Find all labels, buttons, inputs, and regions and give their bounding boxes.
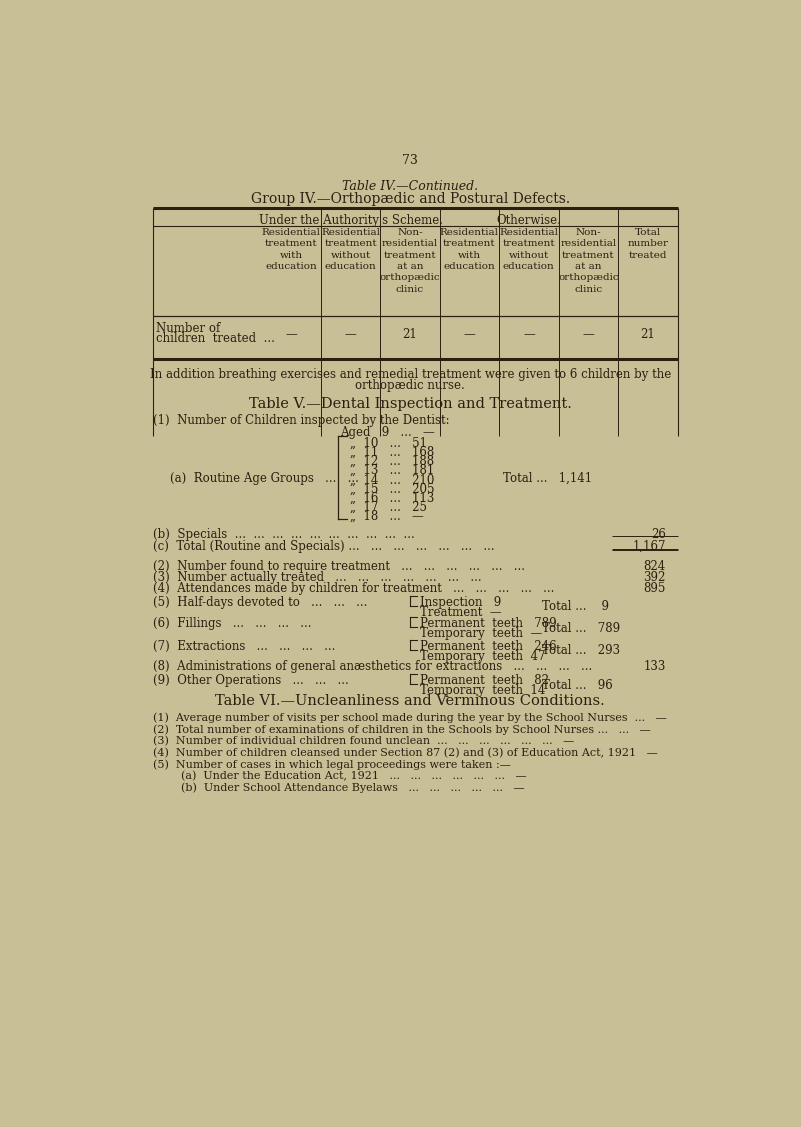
Text: Table IV.—Continued.: Table IV.—Continued. (342, 180, 478, 193)
Text: Aged   9   ...   —: Aged 9 ... — (340, 426, 435, 438)
Text: Residential
treatment
without
education: Residential treatment without education (499, 228, 558, 270)
Text: (5)  Number of cases in which legal proceedings were taken :—: (5) Number of cases in which legal proce… (153, 758, 511, 770)
Text: 21: 21 (403, 328, 417, 340)
Text: Temporary  teeth  —: Temporary teeth — (421, 628, 542, 640)
Text: 1,167: 1,167 (632, 540, 666, 553)
Text: 133: 133 (643, 660, 666, 673)
Text: (6)  Fillings   ...   ...   ...   ...: (6) Fillings ... ... ... ... (153, 618, 312, 630)
Text: 26: 26 (651, 527, 666, 541)
Text: orthopædic nurse.: orthopædic nurse. (356, 379, 465, 391)
Text: In addition breathing exercises and remedial treatment were given to 6 children : In addition breathing exercises and reme… (150, 367, 670, 381)
Text: 73: 73 (402, 154, 418, 168)
Text: —: — (464, 328, 475, 340)
Text: Total ...   96: Total ... 96 (541, 678, 613, 692)
Text: „  16   ...   113: „ 16 ... 113 (350, 491, 434, 505)
Text: Group IV.—Orthopædic and Postural Defects.: Group IV.—Orthopædic and Postural Defect… (251, 193, 570, 206)
Text: Temporary  teeth  14: Temporary teeth 14 (421, 684, 545, 698)
Text: —: — (523, 328, 535, 340)
Text: Total ...   1,141: Total ... 1,141 (503, 472, 592, 485)
Text: (b)  Specials  ...  ...  ...  ...  ...  ...  ...  ...  ...  ...: (b) Specials ... ... ... ... ... ... ...… (153, 527, 415, 541)
Text: „  11   ...   168: „ 11 ... 168 (350, 445, 434, 459)
Text: „  18   ...   —: „ 18 ... — (350, 511, 424, 523)
Text: (3)  Number of individual children found unclean  ...   ...   ...   ...   ...   : (3) Number of individual children found … (153, 736, 574, 746)
Text: Non-
residential
treatment
at an
orthopædic
clinic: Non- residential treatment at an orthopæ… (558, 228, 618, 294)
Text: „  17   ...   25: „ 17 ... 25 (350, 502, 427, 514)
Text: „  13   ...   181: „ 13 ... 181 (350, 464, 434, 477)
Text: children  treated  ...: children treated ... (156, 331, 275, 345)
Text: Under the Authority's Scheme.: Under the Authority's Scheme. (259, 214, 442, 227)
Text: Number of: Number of (156, 322, 220, 336)
Text: Total ...   293: Total ... 293 (541, 645, 620, 657)
Text: Table VI.—Uncleanliness and Verminous Conditions.: Table VI.—Uncleanliness and Verminous Co… (215, 694, 605, 708)
Text: (2)  Number found to require treatment   ...   ...   ...   ...   ...   ...: (2) Number found to require treatment ..… (153, 560, 525, 574)
Text: —: — (285, 328, 297, 340)
Text: (8)  Administrations of general anæsthetics for extractions   ...   ...   ...   : (8) Administrations of general anæstheti… (153, 660, 592, 673)
Text: (1)  Average number of visits per school made during the year by the School Nurs: (1) Average number of visits per school … (153, 712, 666, 724)
Text: (4)  Attendances made by children for treatment   ...   ...   ...   ...   ...: (4) Attendances made by children for tre… (153, 582, 554, 595)
Text: Residential
treatment
with
education: Residential treatment with education (262, 228, 320, 270)
Text: „  14   ...   210: „ 14 ... 210 (350, 473, 434, 486)
Text: „  12   ...   188: „ 12 ... 188 (350, 455, 434, 468)
Text: Residential
treatment
with
education: Residential treatment with education (440, 228, 499, 270)
Text: (2)  Total number of examinations of children in the Schools by School Nurses ..: (2) Total number of examinations of chil… (153, 725, 650, 735)
Text: Permanent  teeth   82: Permanent teeth 82 (421, 674, 549, 687)
Text: Table V.—Dental Inspection and Treatment.: Table V.—Dental Inspection and Treatment… (248, 397, 572, 411)
Text: Permanent  teeth   789: Permanent teeth 789 (421, 618, 557, 630)
Text: (5)  Half-days devoted to   ...   ...   ...: (5) Half-days devoted to ... ... ... (153, 596, 367, 609)
Text: (3)  Number actually treated   ...   ...   ...   ...   ...   ...   ...: (3) Number actually treated ... ... ... … (153, 571, 481, 584)
Text: (a)  Routine Age Groups   ...   ...: (a) Routine Age Groups ... ... (170, 472, 359, 485)
Text: Residential
treatment
without
education: Residential treatment without education (321, 228, 380, 270)
Text: „  10   ...   51: „ 10 ... 51 (350, 436, 427, 450)
Text: (b)  Under School Attendance Byelaws   ...   ...   ...   ...   ...   —: (b) Under School Attendance Byelaws ... … (153, 782, 525, 792)
Text: Treatment  —: Treatment — (421, 605, 501, 619)
Text: (4)  Number of children cleansed under Section 87 (2) and (3) of Education Act, : (4) Number of children cleansed under Se… (153, 747, 658, 757)
Text: Total ...   789: Total ... 789 (541, 622, 620, 635)
Text: „  15   ...   205: „ 15 ... 205 (350, 482, 434, 496)
Text: —: — (582, 328, 594, 340)
Text: Temporary  teeth  47: Temporary teeth 47 (421, 649, 545, 663)
Text: (7)  Extractions   ...   ...   ...   ...: (7) Extractions ... ... ... ... (153, 640, 335, 653)
Text: (9)  Other Operations   ...   ...   ...: (9) Other Operations ... ... ... (153, 674, 348, 687)
Text: (a)  Under the Education Act, 1921   ...   ...   ...   ...   ...   ...   —: (a) Under the Education Act, 1921 ... ..… (153, 771, 526, 781)
Text: 392: 392 (643, 571, 666, 584)
Text: Otherwise.: Otherwise. (497, 214, 562, 227)
Text: (c)  Total (Routine and Specials) ...   ...   ...   ...   ...   ...   ...: (c) Total (Routine and Specials) ... ...… (153, 540, 494, 553)
Text: 21: 21 (640, 328, 655, 340)
Text: (1)  Number of Children inspected by the Dentist:: (1) Number of Children inspected by the … (153, 414, 449, 427)
Text: Total
number
treated: Total number treated (627, 228, 668, 259)
Text: 895: 895 (643, 582, 666, 595)
Text: 824: 824 (644, 560, 666, 574)
Text: Non-
residential
treatment
at an
orthopædic
clinic: Non- residential treatment at an orthopæ… (380, 228, 441, 294)
Text: —: — (344, 328, 356, 340)
Text: Total ...    9: Total ... 9 (541, 601, 609, 613)
Text: Permanent  teeth   246: Permanent teeth 246 (421, 640, 557, 653)
Text: Inspection   9: Inspection 9 (421, 596, 501, 609)
